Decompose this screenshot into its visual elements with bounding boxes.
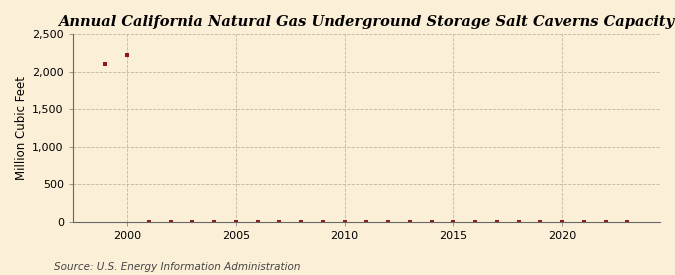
Text: Source: U.S. Energy Information Administration: Source: U.S. Energy Information Administ…	[54, 262, 300, 272]
Y-axis label: Million Cubic Feet: Million Cubic Feet	[15, 76, 28, 180]
Title: Annual California Natural Gas Underground Storage Salt Caverns Capacity: Annual California Natural Gas Undergroun…	[58, 15, 674, 29]
